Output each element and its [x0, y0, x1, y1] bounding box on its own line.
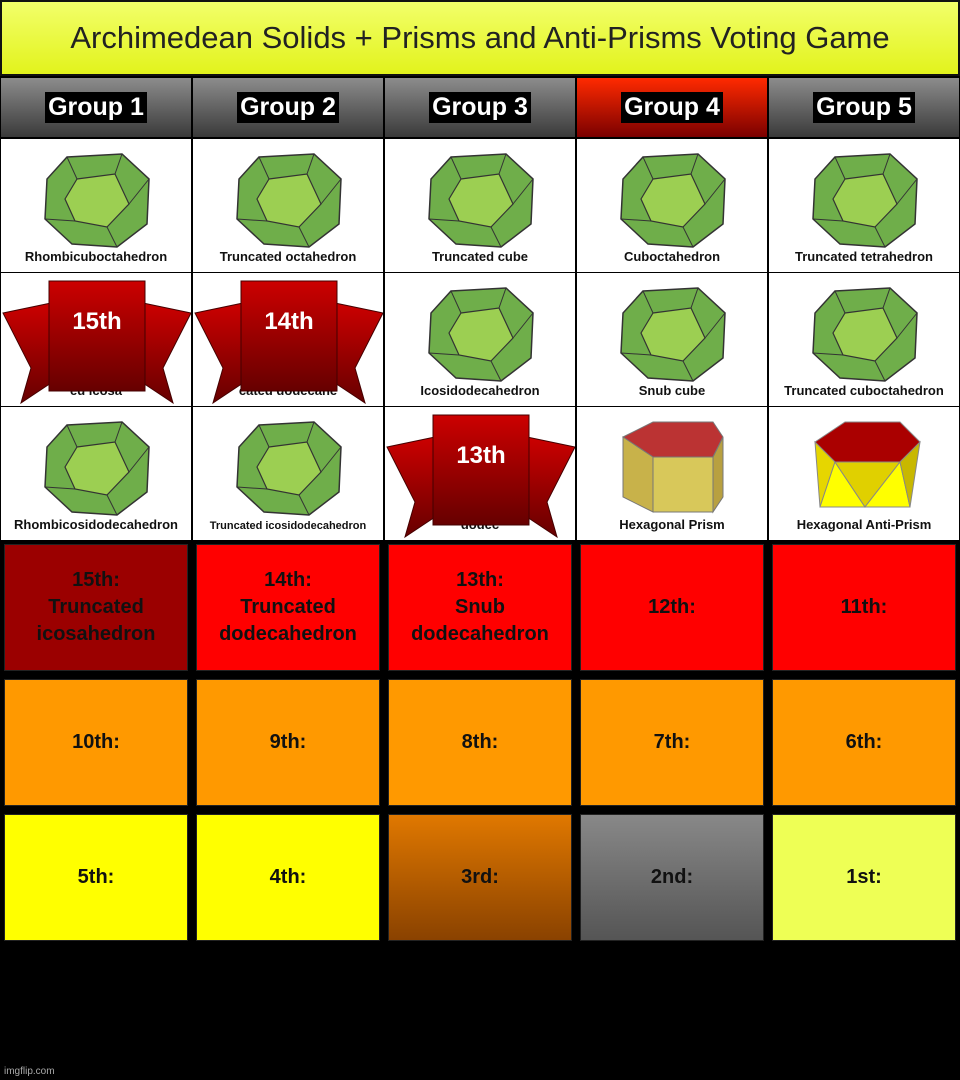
group-label: Group 2 — [237, 92, 339, 123]
solid-cell[interactable]: Truncated cube — [384, 139, 576, 272]
ranking-slot[interactable]: 13th: Snub dodecahedron — [388, 544, 572, 671]
ranking-slot[interactable]: 12th: — [580, 544, 764, 671]
polyhedron-icon — [812, 287, 918, 382]
polyhedron-icon — [814, 421, 921, 508]
solid-label: Hexagonal Anti-Prism — [796, 517, 932, 532]
polyhedron-icon — [622, 421, 724, 514]
solid-cell[interactable]: Truncated cuboctahedron — [768, 273, 960, 406]
ranking-slot[interactable]: 7th: — [580, 679, 764, 806]
ranking-slot[interactable]: 1st: — [772, 814, 956, 941]
ranking-slot[interactable]: 3rd: — [388, 814, 572, 941]
solid-cell[interactable]: Snub cube — [576, 273, 768, 406]
polyhedron-icon — [44, 421, 150, 516]
eliminated-ribbon: 13th — [385, 407, 575, 540]
ranking-slot[interactable]: 2nd: — [580, 814, 764, 941]
eliminated-ribbon: 14th — [193, 273, 383, 406]
ranking-slot[interactable]: 15th: Truncated icosahedron — [4, 544, 188, 671]
group-label: Group 1 — [45, 92, 147, 123]
group-header-5: Group 5 — [768, 77, 960, 138]
solid-label: Hexagonal Prism — [619, 517, 725, 532]
ranking-slot[interactable]: 5th: — [4, 814, 188, 941]
ribbon-icon — [386, 414, 575, 539]
solid-cell[interactable]: Icosidodecahedron — [384, 273, 576, 406]
ranking-slot[interactable]: 11th: — [772, 544, 956, 671]
watermark: imgflip.com — [4, 1066, 55, 1077]
ranking-grid: 15th: Truncated icosahedron 14th: Truncat… — [0, 540, 960, 945]
solid-cell[interactable]: Hexagonal Anti-Prism — [768, 407, 960, 540]
ribbon-icon — [194, 280, 383, 405]
polyhedron-icon — [428, 153, 534, 248]
solid-label: Truncated tetrahedron — [795, 249, 933, 264]
solid-label: Truncated cuboctahedron — [784, 383, 944, 398]
polyhedron-icon — [236, 153, 342, 248]
ranking-slot[interactable]: 9th: — [196, 679, 380, 806]
solid-cell[interactable]: Rhombicosidodecahedron — [0, 407, 192, 540]
solid-cell[interactable]: Hexagonal Prism — [576, 407, 768, 540]
ranking-slot[interactable]: 14th: Truncated dodecahedron — [196, 544, 380, 671]
polyhedron-icon — [620, 287, 726, 382]
group-header-3: Group 3 — [384, 77, 576, 138]
group-header-4: Group 4 — [576, 77, 768, 138]
solid-cell[interactable]: Truncated icosidodecahedron — [192, 407, 384, 540]
solid-cell[interactable]: dodec13th — [384, 407, 576, 540]
solid-label: Rhombicosidodecahedron — [14, 517, 178, 532]
solid-grid: Rhombicuboctahedron Truncated octahedron T… — [0, 139, 960, 540]
ribbon-icon — [2, 280, 191, 405]
group-header-1: Group 1 — [0, 77, 192, 138]
ribbon-rank: 13th — [456, 442, 506, 469]
solid-label: Truncated cube — [431, 249, 529, 264]
solid-label: Icosidodecahedron — [420, 383, 540, 398]
ranking-slot[interactable]: 4th: — [196, 814, 380, 941]
solid-label: Truncated octahedron — [219, 249, 357, 264]
ranking-slot[interactable]: 6th: — [772, 679, 956, 806]
polyhedron-icon — [812, 153, 918, 248]
polyhedron-icon — [236, 421, 342, 516]
solid-cell[interactable]: Rhombicuboctahedron — [0, 139, 192, 272]
solid-label: Truncated icosidodecahedron — [209, 520, 367, 532]
eliminated-ribbon: 15th — [1, 273, 191, 406]
group-label: Group 4 — [621, 92, 723, 123]
ribbon-rank: 15th — [72, 308, 122, 335]
group-header-2: Group 2 — [192, 77, 384, 138]
polyhedron-icon — [428, 287, 534, 382]
polyhedron-icon — [44, 153, 150, 248]
solid-cell[interactable]: Cuboctahedron — [576, 139, 768, 272]
solid-label: Snub cube — [638, 383, 706, 398]
solid-label: Rhombicuboctahedron — [24, 249, 168, 264]
ranking-slot[interactable]: 8th: — [388, 679, 572, 806]
solid-cell[interactable]: ed icosa15th — [0, 273, 192, 406]
group-label: Group 5 — [813, 92, 915, 123]
ranking-slot[interactable]: 10th: — [4, 679, 188, 806]
group-header-row: Group 1 Group 2 Group 3 Group 4 Group 5 — [0, 77, 960, 138]
solid-cell[interactable]: Truncated tetrahedron — [768, 139, 960, 272]
group-label: Group 3 — [429, 92, 531, 123]
polyhedron-icon — [620, 153, 726, 248]
solid-cell[interactable]: cated dodecahe14th — [192, 273, 384, 406]
page-title: Archimedean Solids + Prisms and Anti-Pri… — [0, 0, 960, 76]
solid-cell[interactable]: Truncated octahedron — [192, 139, 384, 272]
solid-label: Cuboctahedron — [623, 249, 721, 264]
ribbon-rank: 14th — [264, 308, 314, 335]
